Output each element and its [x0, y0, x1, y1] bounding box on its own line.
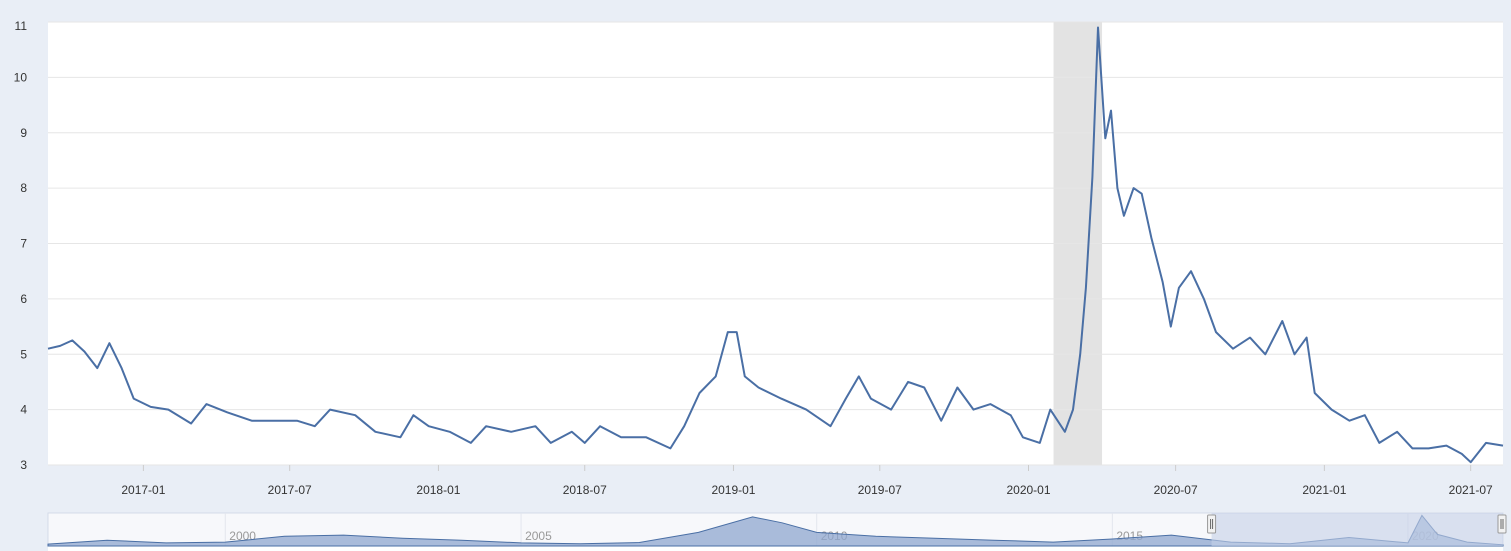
series-lines	[47, 26, 1504, 464]
x-tick-label: 2017-07	[268, 483, 312, 497]
x-tick-label: 2018-01	[416, 483, 460, 497]
frame-top	[0, 0, 1511, 22]
x-axis-band	[48, 465, 1503, 513]
x-tick-label: 2021-07	[1449, 483, 1493, 497]
navigator-selected-range[interactable]	[1211, 513, 1503, 546]
navigator[interactable]: 20002005201020152020	[47, 512, 1507, 547]
x-tick-label: 2019-01	[711, 483, 755, 497]
y-tick-label: 9	[20, 126, 27, 140]
y-tick-label: 8	[20, 181, 27, 195]
navigator-right-handle[interactable]	[1497, 514, 1507, 534]
y-tick-label: 10	[14, 70, 28, 84]
series-line	[47, 26, 1504, 464]
x-tick-label: 2020-01	[1006, 483, 1050, 497]
y-tick-label: 6	[20, 292, 27, 306]
x-axis-ticks: 2017-01 2017-07 2018-01 2018-07 2019-01 2019-…	[121, 465, 1493, 497]
y-tick-label: 7	[20, 237, 27, 251]
y-tick-label: 3	[20, 458, 27, 472]
x-tick-label: 2021-01	[1302, 483, 1346, 497]
x-tick-label: 2020-07	[1154, 483, 1198, 497]
y-axis-ticks: 3 4 5 6 7 8 9 10 11	[14, 19, 28, 472]
x-tick-label: 2019-07	[858, 483, 902, 497]
navigator-tick-label: 2005	[525, 529, 552, 543]
y-tick-label: 4	[20, 403, 27, 417]
grid-lines	[48, 21, 1503, 466]
y-tick-label: 11	[15, 19, 28, 33]
x-tick-label: 2018-07	[563, 483, 607, 497]
frame-left	[0, 0, 48, 551]
navigator-left-handle[interactable]	[1207, 514, 1217, 534]
frame-right	[1503, 0, 1511, 551]
y-tick-label: 5	[20, 347, 27, 361]
x-tick-label: 2017-01	[121, 483, 165, 497]
